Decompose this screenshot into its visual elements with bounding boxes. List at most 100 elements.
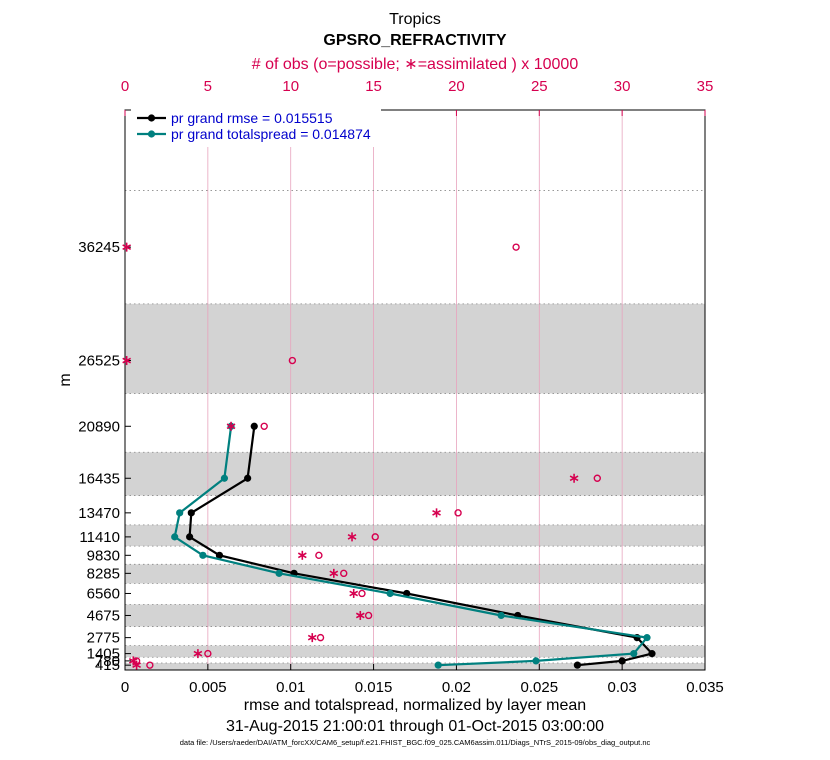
- obs-possible-marker: [358, 589, 366, 598]
- series-group: [171, 422, 656, 669]
- obs-assimilated-marker: [122, 242, 132, 252]
- obs-possible-marker: [260, 422, 268, 430]
- totalspread-point: [275, 569, 283, 577]
- date-range: 31-Aug-2015 21:00:01 through 01-Oct-2015…: [226, 718, 604, 735]
- y-tick-label: 8285: [87, 565, 120, 582]
- rmse-point: [215, 551, 224, 559]
- rmse-point: [618, 657, 626, 665]
- legend-marker-rmse: [147, 114, 156, 122]
- top-x-tick-label: 20: [448, 78, 465, 95]
- y-tick-label: 26525: [78, 353, 120, 370]
- obs-possible-marker: [340, 569, 348, 578]
- x-tick-label: 0.025: [521, 679, 559, 696]
- rmse-point: [244, 474, 252, 482]
- totalspread-point: [386, 589, 394, 598]
- obs-possible-marker: [204, 649, 212, 658]
- x-tick-label: 0.005: [189, 679, 227, 696]
- y-tick-label: 16435: [78, 470, 120, 487]
- y-tick-label: 9830: [87, 547, 120, 564]
- rmse-point: [648, 650, 656, 658]
- layer-band: [125, 452, 705, 496]
- x-tick-label: 0: [121, 679, 129, 696]
- y-tick-label: 4675: [87, 607, 120, 624]
- y-tick-label: 415: [95, 657, 120, 674]
- layer-band: [125, 663, 705, 670]
- totalspread-point: [643, 634, 651, 642]
- x-tick-label: 0.02: [442, 679, 471, 696]
- obs-assimilated-marker: [432, 508, 441, 518]
- top-x-tick-label: 25: [531, 78, 548, 95]
- grid-group: [125, 110, 705, 670]
- x-tick-label: 0.035: [686, 679, 724, 696]
- totalspread-point: [176, 509, 184, 517]
- obs-assimilated-marker: [226, 421, 236, 431]
- legend-label-rmse: pr grand rmse = 0.015515: [171, 110, 333, 126]
- layer-band: [125, 645, 705, 658]
- band-group: [125, 303, 705, 670]
- obs-possible-marker: [146, 661, 154, 669]
- rmse-point: [403, 589, 411, 598]
- y-tick-label: 780: [95, 653, 120, 670]
- layer-band: [125, 564, 705, 584]
- top-axis-label: # of obs (o=possible; ∗=assimilated ) x …: [252, 56, 579, 73]
- data-file-footnote: data file: /Users/raeder/DAI/ATM_forcXX/…: [180, 738, 651, 747]
- obs-marker-group: [122, 242, 601, 670]
- obs-possible-marker: [512, 243, 520, 251]
- obs-possible-marker: [593, 474, 601, 482]
- totalspread-point: [434, 661, 442, 669]
- y-tick-label: 20890: [78, 418, 120, 435]
- obs-assimilated-marker: [355, 610, 365, 620]
- y-axis-label: m: [57, 373, 74, 386]
- top-x-tick-label: 15: [365, 78, 382, 95]
- layer-band: [125, 524, 705, 547]
- y-tick-label: 11410: [79, 529, 120, 546]
- x-axis-label: rmse and totalspread, normalized by laye…: [244, 697, 586, 714]
- layer-band: [125, 604, 705, 627]
- x-tick-label: 0.015: [355, 679, 393, 696]
- legend: pr grand rmse = 0.015515 pr grand totals…: [131, 105, 381, 147]
- rmse-point: [250, 422, 258, 430]
- obs-assimilated-marker: [569, 473, 579, 483]
- legend-box: [131, 105, 381, 147]
- obs-possible-marker: [371, 533, 379, 541]
- x-tick-label: 0.01: [276, 679, 305, 696]
- totalspread-point: [199, 551, 207, 559]
- plot-frame: [124, 109, 706, 671]
- obs-possible-marker: [315, 551, 323, 560]
- totalspread-point: [497, 611, 505, 620]
- obs-possible-marker: [316, 633, 325, 642]
- top-x-tick-label: 30: [614, 78, 631, 95]
- x-tick-label: 0.03: [608, 679, 637, 696]
- obs-possible-marker: [288, 356, 297, 365]
- legend-label-spread: pr grand totalspread = 0.014874: [171, 126, 371, 142]
- top-x-tick-label: 10: [282, 78, 299, 95]
- obs-possible-marker: [454, 509, 462, 517]
- y-tick-label: 2775: [87, 630, 120, 647]
- obs-assimilated-marker: [128, 656, 138, 666]
- rmse-line: [188, 426, 655, 667]
- totalspread-point: [630, 650, 638, 658]
- totalspread-point: [220, 474, 229, 482]
- totalspread-point: [532, 657, 540, 665]
- obs-assimilated-marker: [193, 649, 203, 659]
- rmse-point: [186, 533, 194, 541]
- chart-subtitle: GPSRO_REFRACTIVITY: [323, 32, 506, 49]
- obs-assimilated-marker: [297, 550, 307, 560]
- top-x-tick-label: 0: [121, 78, 129, 95]
- obs-possible-marker: [364, 611, 373, 620]
- totalspread-point: [171, 533, 179, 541]
- legend-marker-spread: [147, 130, 156, 138]
- obs-assimilated-marker: [307, 633, 317, 643]
- totalspread-line: [173, 426, 650, 667]
- tick-group: 0 0.005 0.01 0.015 0.02 0.025 0.03 0.035 0 5 10 15 2…: [78, 78, 723, 696]
- obs-assimilated-marker: [329, 568, 339, 578]
- y-tick-label: 36245: [78, 239, 120, 256]
- rmse-point: [187, 509, 195, 517]
- y-tick-label: 6560: [87, 585, 120, 602]
- layer-band: [125, 303, 705, 394]
- top-x-tick-label: 35: [697, 78, 714, 95]
- obs-assimilated-marker: [122, 356, 132, 366]
- top-x-tick-label: 5: [204, 78, 212, 95]
- chart-title: Tropics: [389, 11, 441, 28]
